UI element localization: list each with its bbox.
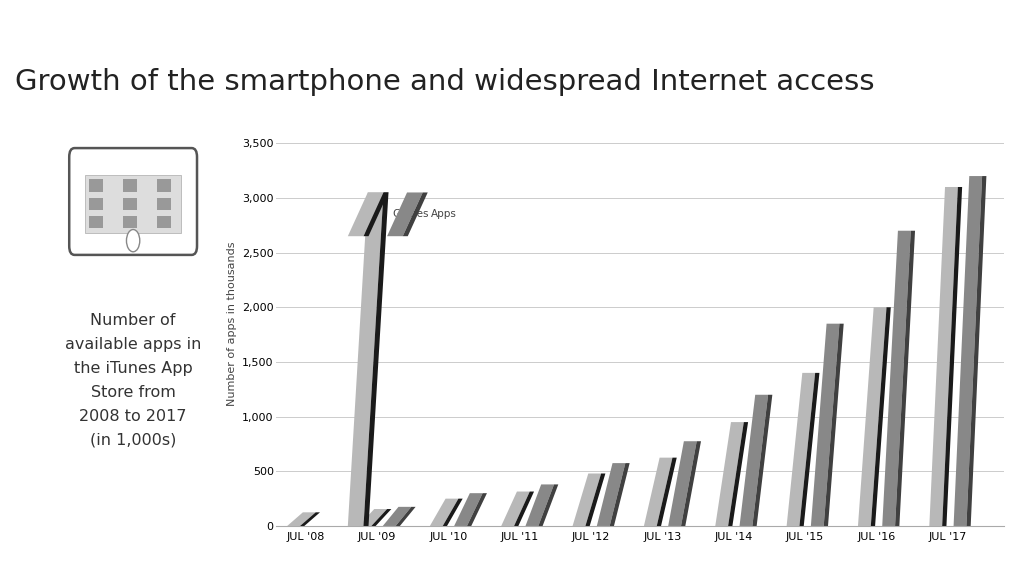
Bar	[89, 216, 102, 228]
Bar	[158, 179, 171, 192]
Polygon shape	[656, 458, 677, 526]
Polygon shape	[358, 509, 387, 526]
Polygon shape	[586, 473, 605, 526]
Bar	[158, 216, 171, 228]
Polygon shape	[364, 192, 388, 526]
Text: Games: Games	[392, 209, 429, 219]
Polygon shape	[967, 176, 986, 526]
Bar	[123, 179, 136, 192]
Polygon shape	[930, 187, 957, 526]
Bar	[89, 179, 102, 192]
Polygon shape	[364, 192, 388, 236]
FancyBboxPatch shape	[70, 148, 197, 255]
Polygon shape	[644, 458, 673, 526]
Polygon shape	[572, 473, 601, 526]
Polygon shape	[609, 463, 630, 526]
Polygon shape	[823, 324, 844, 526]
Polygon shape	[467, 493, 487, 526]
Polygon shape	[716, 422, 743, 526]
Polygon shape	[858, 307, 887, 526]
Polygon shape	[442, 499, 463, 526]
Polygon shape	[811, 324, 840, 526]
Polygon shape	[883, 231, 910, 526]
Polygon shape	[300, 512, 321, 526]
Polygon shape	[501, 491, 529, 526]
Polygon shape	[514, 491, 535, 526]
Bar	[123, 216, 136, 228]
Polygon shape	[953, 176, 982, 526]
Polygon shape	[753, 395, 772, 526]
Bar	[85, 175, 181, 232]
Y-axis label: Number of apps in thousands: Number of apps in thousands	[226, 242, 237, 406]
Polygon shape	[800, 373, 819, 526]
Polygon shape	[728, 422, 749, 526]
Polygon shape	[539, 484, 558, 526]
Bar	[158, 198, 171, 210]
Bar	[89, 198, 102, 210]
Polygon shape	[395, 507, 416, 526]
Polygon shape	[348, 192, 384, 236]
Polygon shape	[895, 231, 915, 526]
Polygon shape	[681, 441, 701, 526]
Circle shape	[127, 229, 139, 252]
Polygon shape	[383, 507, 412, 526]
Polygon shape	[739, 395, 768, 526]
Polygon shape	[942, 187, 963, 526]
Text: Number of
available apps in
the iTunes App
Store from
2008 to 2017
(in 1,000s): Number of available apps in the iTunes A…	[65, 313, 202, 448]
Polygon shape	[387, 192, 423, 236]
Polygon shape	[669, 441, 696, 526]
Polygon shape	[430, 499, 459, 526]
Polygon shape	[372, 509, 391, 526]
Polygon shape	[786, 373, 815, 526]
Polygon shape	[287, 512, 315, 526]
Polygon shape	[870, 307, 891, 526]
Polygon shape	[402, 192, 428, 236]
Polygon shape	[454, 493, 482, 526]
Text: Growth of the smartphone and widespread Internet access: Growth of the smartphone and widespread …	[15, 68, 874, 96]
Bar	[123, 198, 136, 210]
Text: Apps: Apps	[431, 209, 457, 219]
Polygon shape	[597, 463, 626, 526]
Polygon shape	[525, 484, 554, 526]
Polygon shape	[348, 192, 384, 526]
